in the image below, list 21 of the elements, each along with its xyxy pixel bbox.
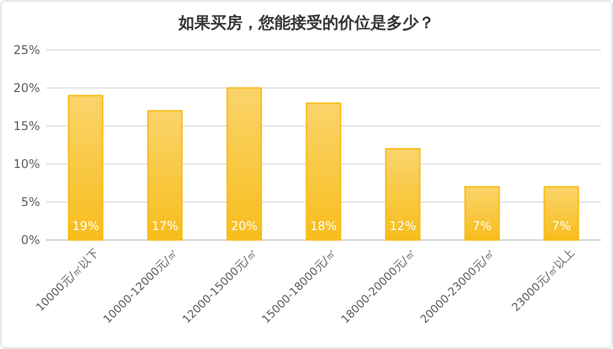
bar xyxy=(226,87,262,241)
bar xyxy=(306,102,342,241)
bar xyxy=(147,110,183,241)
data-label: 18% xyxy=(310,219,337,233)
bar xyxy=(68,94,104,241)
bar xyxy=(464,186,500,241)
data-label: 12% xyxy=(389,219,416,233)
data-label: 19% xyxy=(72,219,99,233)
y-tick-label: 15% xyxy=(13,119,40,134)
y-tick-label: 20% xyxy=(13,81,40,96)
data-label: 17% xyxy=(152,219,178,233)
bar xyxy=(544,186,580,241)
data-label: 7% xyxy=(472,219,492,233)
y-tick-label: 5% xyxy=(20,195,40,210)
y-tick-label: 10% xyxy=(13,157,40,172)
y-tick-label: 0% xyxy=(20,233,40,248)
y-tick-label: 25% xyxy=(13,43,40,58)
data-label: 7% xyxy=(552,219,571,233)
data-label: 20% xyxy=(230,219,258,233)
chart-title: 如果买房，您能接受的价位是多少？ xyxy=(178,13,434,32)
bar xyxy=(385,148,421,241)
